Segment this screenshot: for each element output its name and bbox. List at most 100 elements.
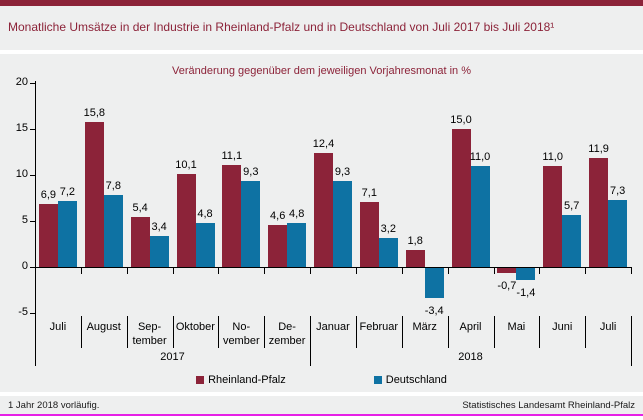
- x-axis-month-label: No- vember: [222, 321, 260, 347]
- bar-rheinland-pfalz: [543, 165, 563, 267]
- x-axis-month-label: Mai: [507, 321, 526, 333]
- x-axis-tick: [126, 267, 128, 274]
- value-label: 3,4: [151, 220, 167, 233]
- value-label: 7,1: [361, 186, 377, 199]
- bar-rheinland-pfalz: [222, 164, 242, 267]
- bar-rheinland-pfalz: [359, 201, 379, 267]
- value-label: 9,3: [334, 166, 351, 179]
- x-axis-month-label: April: [459, 321, 482, 333]
- x-axis-month-label: März: [412, 321, 437, 333]
- chart-title: Monatliche Umsätze in der Industrie in R…: [8, 20, 555, 34]
- bar-rheinland-pfalz: [38, 203, 58, 267]
- footer: 1 Jahr 2018 vorläufig. Statistisches Lan…: [0, 396, 643, 414]
- bar-deutschland: [562, 214, 582, 267]
- bar-rheinland-pfalz: [130, 217, 150, 267]
- x-axis-tick: [172, 267, 174, 274]
- month-separator: [218, 316, 220, 348]
- value-label: 5,4: [132, 202, 148, 215]
- y-axis-tick: [30, 129, 35, 130]
- bar-deutschland: [608, 199, 628, 267]
- month-separator: [80, 316, 82, 348]
- x-axis-tick: [631, 267, 632, 274]
- bar-rheinland-pfalz: [497, 267, 517, 274]
- value-label: 3,2: [380, 222, 396, 235]
- value-label: 7,8: [105, 180, 121, 193]
- value-label: 11,0: [469, 150, 491, 163]
- value-label: 6,9: [40, 188, 57, 201]
- chart-subtitle: Veränderung gegenüber dem jeweiligen Vor…: [171, 65, 472, 77]
- value-label: 4,8: [289, 207, 305, 220]
- value-label: 11,1: [221, 149, 243, 162]
- month-separator: [172, 316, 174, 348]
- month-separator: [401, 316, 403, 348]
- month-separator: [264, 316, 266, 348]
- legend-item-rheinland-pfalz: Rheinland-Pfalz: [196, 374, 286, 386]
- month-separator: [585, 316, 587, 348]
- x-axis-month-label: Juli: [49, 321, 67, 333]
- y-axis-tick-label: -5: [18, 306, 28, 318]
- bar-deutschland: [470, 165, 490, 267]
- y-axis-tick-label: 20: [15, 76, 28, 88]
- legend-item-deutschland: Deutschland: [373, 374, 447, 386]
- x-axis-month-label: Juni: [552, 321, 573, 333]
- bar-deutschland: [103, 195, 123, 267]
- x-axis-month-label: Februar: [359, 321, 399, 333]
- x-axis-month-label: De- zember: [268, 321, 306, 347]
- bar-rheinland-pfalz: [405, 250, 425, 267]
- bottom-accent-rule: [0, 414, 643, 416]
- y-axis-tick-label: 0: [21, 260, 28, 272]
- y-axis-tick-label: 15: [15, 122, 28, 134]
- y-axis-tick: [30, 83, 35, 84]
- y-axis-tick: [30, 313, 35, 314]
- bar-deutschland: [57, 200, 77, 267]
- x-axis-tick: [264, 267, 266, 274]
- x-axis-month-label: Sep- tember: [132, 321, 167, 347]
- legend-label-deutschland: Deutschland: [385, 374, 447, 386]
- x-axis-month-label: Januar: [316, 321, 350, 333]
- value-label: 10,1: [175, 159, 197, 172]
- month-separator: [539, 316, 541, 348]
- value-label: 15,0: [450, 114, 472, 126]
- month-separator: [126, 316, 128, 348]
- bar-rheinland-pfalz: [268, 224, 288, 267]
- bar-deutschland: [149, 235, 169, 267]
- bar-deutschland: [333, 181, 352, 267]
- y-axis-tick-label: 5: [21, 214, 28, 226]
- value-label: 7,2: [59, 185, 76, 198]
- value-label: 7,3: [609, 184, 626, 197]
- bar-deutschland: [424, 267, 444, 299]
- x-axis-tick: [310, 267, 312, 274]
- y-axis-tick-label: 10: [15, 168, 28, 180]
- top-accent-bar: [0, 0, 643, 6]
- legend-swatch-deutschland: [373, 376, 382, 384]
- bar-rheinland-pfalz: [589, 157, 609, 267]
- month-separator: [493, 316, 495, 348]
- bar-rheinland-pfalz: [314, 152, 333, 267]
- y-axis-tick: [30, 175, 35, 176]
- x-axis-tick: [218, 267, 220, 274]
- bar-deutschland: [287, 222, 307, 267]
- x-axis-month-label: Oktober: [175, 321, 215, 333]
- legend: Rheinland-Pfalz Deutschland: [0, 374, 643, 386]
- value-label: 11,0: [542, 150, 563, 163]
- value-label: 5,7: [564, 199, 580, 212]
- value-label: 12,4: [312, 137, 335, 150]
- bar-deutschland: [516, 267, 536, 280]
- value-label: -3,4: [424, 305, 444, 318]
- right-edge-separator: [631, 316, 632, 366]
- x-axis-tick: [539, 267, 541, 274]
- y-axis-line: [35, 81, 36, 366]
- legend-swatch-rheinland-pfalz: [196, 376, 205, 384]
- legend-label-rheinland-pfalz: Rheinland-Pfalz: [208, 374, 286, 386]
- x-axis-tick: [447, 267, 449, 274]
- x-axis-tick: [35, 267, 36, 274]
- x-axis-tick: [355, 267, 357, 274]
- x-axis-tick: [401, 267, 403, 274]
- x-axis-line: [35, 267, 632, 268]
- y-axis-tick: [30, 267, 35, 268]
- value-label: 11,9: [588, 142, 609, 155]
- value-label: -1,4: [516, 286, 536, 299]
- bar-rheinland-pfalz: [176, 174, 196, 267]
- period-separator: [310, 316, 312, 366]
